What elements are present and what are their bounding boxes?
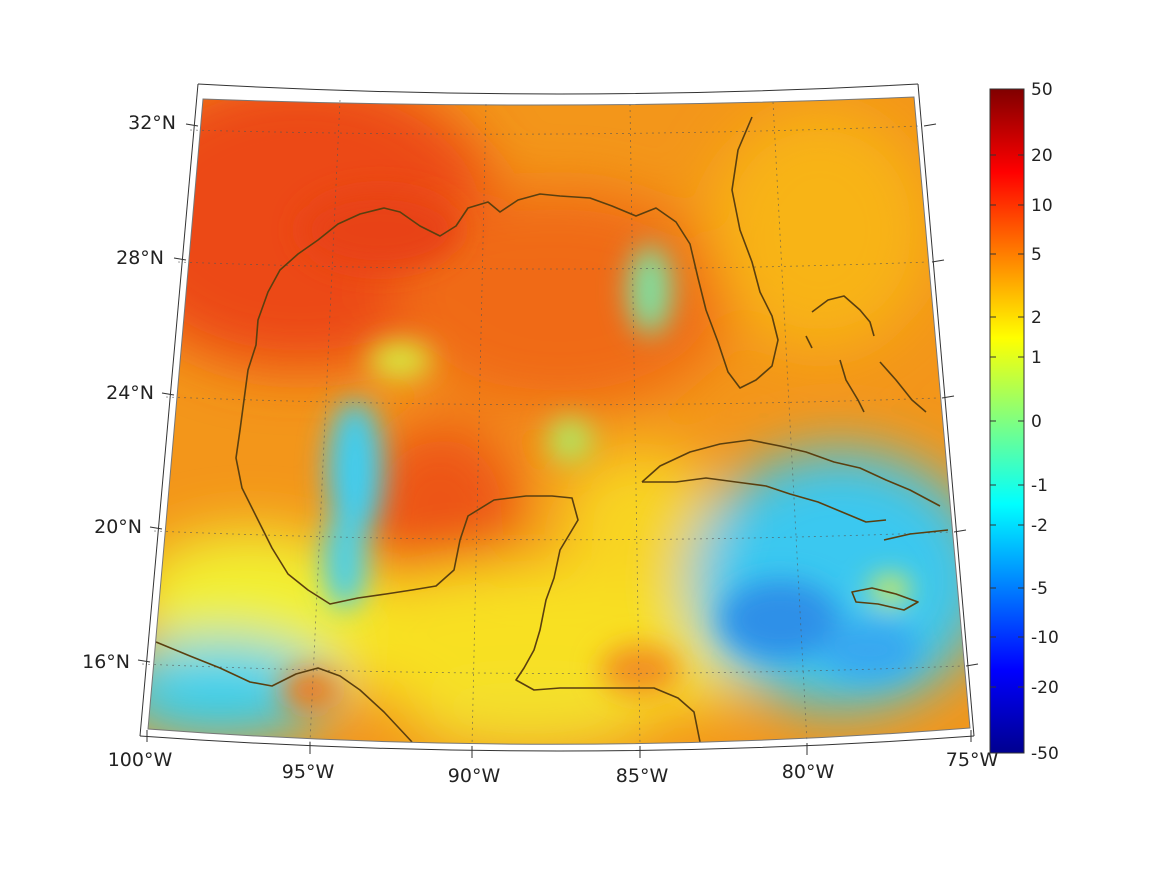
heat-field xyxy=(148,97,970,745)
colorbar-ticks xyxy=(990,88,1024,754)
coastlines xyxy=(155,116,949,743)
colorbar-tick-label: 0 xyxy=(1031,412,1042,432)
colorbar-tick-label: -1 xyxy=(1031,476,1048,496)
lat-label-20: 20°N xyxy=(94,516,142,538)
colorbar-tick-label: -50 xyxy=(1031,744,1059,764)
colorbar-tick-label: -10 xyxy=(1031,628,1059,648)
lon-label-100: 100°W xyxy=(108,749,173,771)
lon-label-75: 75°W xyxy=(946,749,999,771)
map-frame xyxy=(139,83,975,752)
lat-label-32: 32°N xyxy=(128,112,176,134)
colorbar-tick-label: -5 xyxy=(1031,579,1048,599)
colorbar-tick-label: -20 xyxy=(1031,678,1059,698)
latitude-labels: 32°N 28°N 24°N 20°N 16°N xyxy=(82,112,176,673)
lat-label-16: 16°N xyxy=(82,651,130,673)
colorbar-tick-label: 50 xyxy=(1031,80,1053,100)
colorbar-tick-label: 10 xyxy=(1031,196,1053,216)
colorbar-tick-label: 1 xyxy=(1031,348,1042,368)
lat-label-28: 28°N xyxy=(116,247,164,269)
colorbar-tick-label: -2 xyxy=(1031,516,1048,536)
lon-label-85: 85°W xyxy=(616,765,669,787)
lon-label-80: 80°W xyxy=(782,761,835,783)
lon-label-90: 90°W xyxy=(448,765,501,787)
frame-ticks xyxy=(137,123,979,758)
lat-label-24: 24°N xyxy=(106,382,154,404)
colorbar-tick-label: 5 xyxy=(1031,245,1042,265)
lon-label-95: 95°W xyxy=(282,761,335,783)
colorbar-tick-label: 20 xyxy=(1031,146,1053,166)
graticule xyxy=(141,99,963,747)
longitude-labels: 100°W 95°W 90°W 85°W 80°W 75°W xyxy=(108,749,999,787)
colorbar-tick-label: 2 xyxy=(1031,308,1042,328)
